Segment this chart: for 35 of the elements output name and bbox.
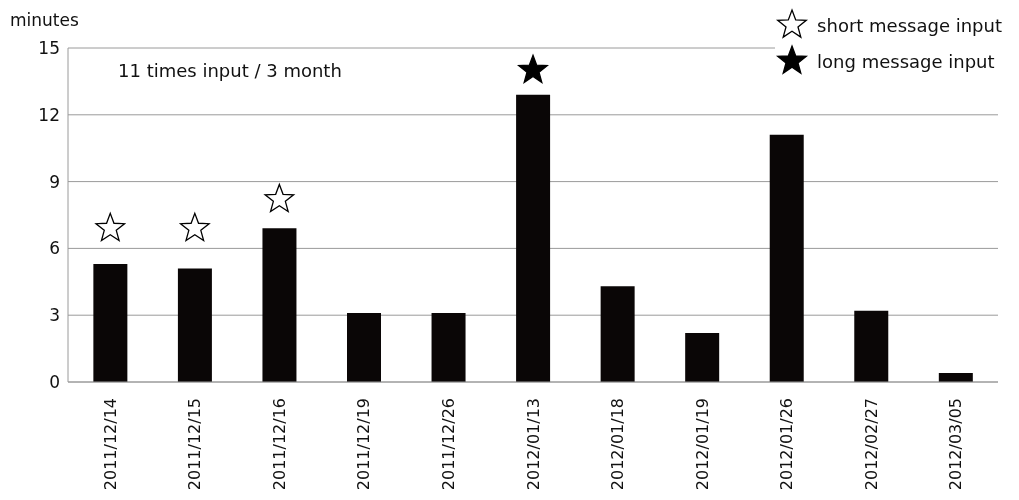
bar xyxy=(685,333,720,382)
bar xyxy=(347,312,381,382)
point xyxy=(95,212,126,242)
bar xyxy=(516,94,551,382)
x-tick-label: 2011/12/16 xyxy=(269,398,289,491)
y-tick-label: 9 xyxy=(49,171,60,192)
point xyxy=(179,212,210,242)
point xyxy=(264,183,295,213)
x-tick-label: 2012/01/19 xyxy=(692,398,712,491)
y-axis-title: minutes xyxy=(10,10,79,30)
x-tick-label: 2012/02/27 xyxy=(861,398,881,491)
bar xyxy=(938,373,973,382)
x-tick-label: 2011/12/19 xyxy=(354,398,374,491)
bar xyxy=(93,263,128,382)
bar xyxy=(262,228,297,382)
x-tick-label: 2012/01/26 xyxy=(777,398,797,491)
bar xyxy=(854,310,889,382)
legend-label: long message input xyxy=(817,50,995,72)
bar xyxy=(600,286,635,382)
x-tick-label: 2012/01/13 xyxy=(523,398,543,491)
y-tick-label: 3 xyxy=(49,305,60,326)
bar xyxy=(177,268,212,382)
bar xyxy=(769,134,804,382)
y-tick-label: 6 xyxy=(49,238,60,259)
bar xyxy=(431,312,466,382)
x-tick-label: 2012/03/05 xyxy=(946,398,966,491)
x-tick-label: 2011/12/15 xyxy=(185,398,205,491)
y-tick-label: 12 xyxy=(38,104,60,125)
legend-label: short message input xyxy=(817,14,1002,36)
x-tick-label: 2012/01/18 xyxy=(608,398,628,491)
x-tick-label: 2011/12/14 xyxy=(100,398,120,491)
y-tick-label: 15 xyxy=(38,38,60,59)
annotation: 11 times input / 3 month xyxy=(118,60,342,81)
y-tick-label: 0 xyxy=(49,372,60,393)
x-tick-label: 2011/12/26 xyxy=(438,398,458,491)
